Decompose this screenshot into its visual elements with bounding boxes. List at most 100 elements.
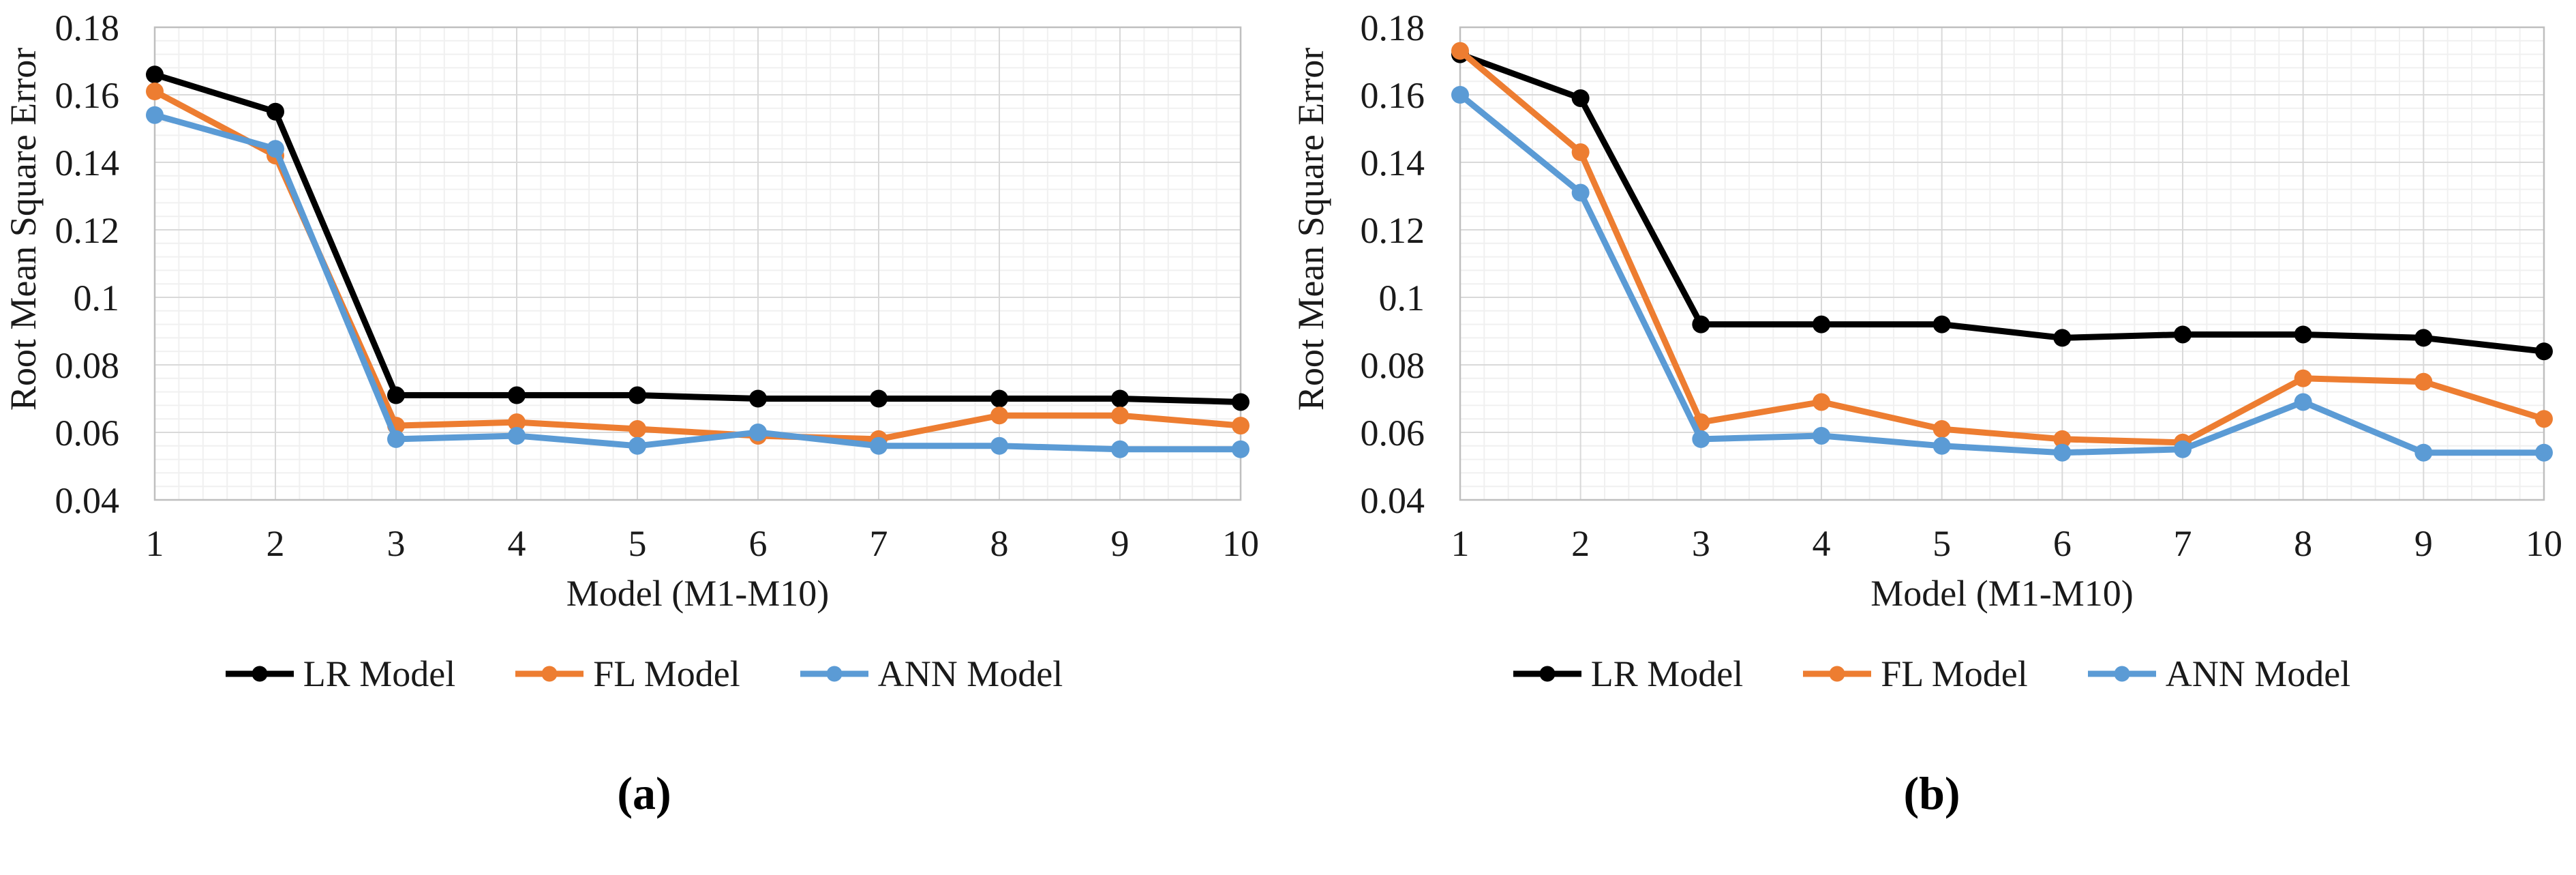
data-point-ann-model [749, 424, 767, 441]
y-tick-label: 0.06 [55, 413, 120, 454]
legend-label: FL Model [593, 653, 740, 694]
data-point-fl-model [990, 406, 1008, 425]
data-point-ann-model [2535, 443, 2553, 462]
caption-b: (b) [1903, 767, 1960, 819]
y-tick-label: 0.14 [1361, 143, 1425, 183]
x-tick-label: 7 [870, 523, 888, 564]
data-point-fl-model [1933, 420, 1951, 439]
data-point-ann-model [267, 140, 284, 158]
data-point-ann-model [146, 106, 164, 124]
data-point-lr-model [990, 389, 1008, 408]
x-tick-label: 6 [2053, 523, 2072, 564]
x-tick-label: 7 [2174, 523, 2192, 564]
y-tick-label: 0.08 [55, 345, 120, 386]
plot-border [1459, 26, 2545, 501]
legend-marker-ann-model-icon [2087, 666, 2156, 682]
data-point-ann-model [990, 436, 1008, 455]
y-tick-label: 0.08 [1361, 345, 1425, 386]
data-point-ann-model [1933, 436, 1951, 455]
data-point-fl-model [2535, 410, 2553, 428]
data-point-lr-model [267, 102, 284, 121]
legend-marker-dot [2114, 666, 2130, 682]
data-point-lr-model [2294, 325, 2312, 344]
x-tick-label: 8 [990, 523, 1009, 564]
x-tick-label: 10 [2526, 523, 2562, 564]
legend-label: LR Model [303, 653, 456, 694]
x-tick-label: 5 [1933, 523, 1951, 564]
data-point-fl-model [1813, 393, 1830, 411]
caption-a: (a) [617, 767, 671, 819]
data-point-ann-model [2414, 443, 2433, 462]
data-point-fl-model [2294, 369, 2312, 387]
legend-item-ann-model: ANN Model [2087, 653, 2351, 695]
x-axis-title: Model (M1-M10) [566, 573, 829, 614]
data-point-lr-model [1813, 315, 1830, 333]
data-point-fl-model [1111, 406, 1129, 425]
chart-b-plot: 0.18 0.16 0.14 0.12 0.1 0.08 0.06 0.04 1 2 3 4 5 6 7 8 9… [1290, 8, 2562, 614]
data-point-lr-model [387, 386, 405, 404]
legend-a: LR Model FL Model ANN Model [0, 649, 1288, 698]
data-point-ann-model [1571, 183, 1590, 202]
y-tick-label: 0.18 [55, 8, 120, 48]
y-tick-label: 0.06 [1361, 413, 1425, 454]
data-point-lr-model [1111, 389, 1129, 408]
legend-item-fl-model: FL Model [1803, 653, 2028, 695]
x-tick-label: 6 [749, 523, 768, 564]
y-tick-label: 0.14 [55, 143, 120, 183]
y-tick-label: 0.1 [1379, 278, 1425, 318]
y-tick-label: 0.16 [1361, 75, 1425, 116]
series-line-fl-model [1457, 48, 2547, 446]
x-tick-label: 1 [146, 523, 164, 564]
x-tick-label: 1 [1451, 523, 1470, 564]
data-point-lr-model [870, 389, 888, 408]
y-tick-label: 0.18 [1361, 8, 1425, 48]
series-line-ann-model [151, 112, 1244, 453]
x-tick-label: 5 [628, 523, 647, 564]
data-point-lr-model [1692, 315, 1710, 333]
legend-item-ann-model: ANN Model [800, 653, 1063, 695]
x-tick-label: 9 [2414, 523, 2433, 564]
data-point-ann-model [1692, 430, 1710, 448]
data-point-ann-model [387, 430, 405, 448]
x-tick-label: 3 [1692, 523, 1710, 564]
legend-item-fl-model: FL Model [515, 653, 740, 695]
y-tick-label: 0.04 [1361, 480, 1425, 521]
data-point-lr-model [146, 65, 164, 84]
data-point-ann-model [2174, 440, 2192, 458]
y-tick-label: 0.04 [55, 480, 120, 521]
data-point-ann-model [508, 426, 526, 445]
data-point-ann-model [870, 436, 888, 455]
data-point-fl-model [508, 413, 526, 432]
data-point-lr-model [628, 386, 646, 404]
data-point-lr-model [1933, 315, 1951, 333]
panel-b: 0.18 0.16 0.14 0.12 0.1 0.08 0.06 0.04 1 2 3 4 5 6 7 8 9… [1288, 0, 2576, 875]
x-tick-label: 2 [267, 523, 285, 564]
x-tick-label: 9 [1111, 523, 1130, 564]
x-tick-label: 3 [387, 523, 406, 564]
legend-marker-fl-model-icon [1803, 666, 1872, 682]
data-point-ann-model [2294, 393, 2312, 411]
series-line-ann-model [1457, 91, 2547, 456]
data-point-fl-model [146, 83, 164, 101]
data-point-fl-model [1232, 417, 1249, 435]
data-point-lr-model [1571, 89, 1590, 107]
data-point-lr-model [2174, 325, 2192, 344]
data-point-lr-model [1232, 393, 1249, 411]
legend-marker-lr-model-icon [1513, 666, 1581, 682]
legend-b: LR Model FL Model ANN Model [1288, 649, 2576, 698]
series-line-fl-model [151, 88, 1244, 443]
legend-marker-dot [252, 666, 268, 682]
gridlines [155, 27, 1241, 500]
y-tick-label: 0.12 [1361, 210, 1425, 251]
x-tick-label: 4 [1813, 523, 1831, 564]
x-axis-title: Model (M1-M10) [1870, 573, 2133, 614]
legend-marker-dot [826, 666, 843, 682]
legend-label: ANN Model [2165, 653, 2351, 694]
panel-a: 0.18 0.16 0.14 0.12 0.1 0.08 0.06 0.04 1 2 3 4 5 6 7 8 9… [0, 8, 1288, 819]
data-point-lr-model [2535, 342, 2553, 361]
legend-label: ANN Model [877, 653, 1063, 694]
legend-item-lr-model: LR Model [1513, 653, 1743, 695]
legend-marker-ann-model-icon [800, 666, 868, 682]
data-point-ann-model [1813, 426, 1830, 445]
